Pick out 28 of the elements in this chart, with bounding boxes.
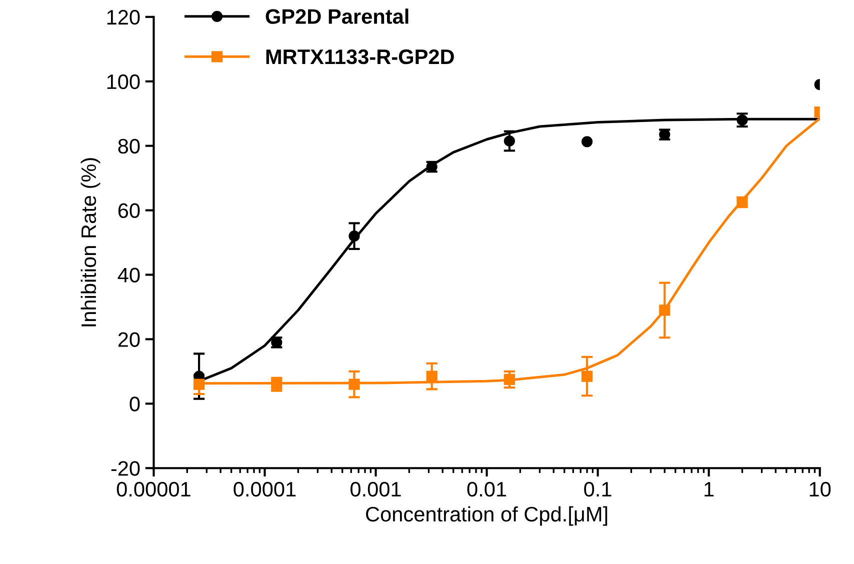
legend-label: MRTX1133-R-GP2D: [266, 49, 454, 64]
y-axis-title: Inhibition Rate (%): [80, 158, 100, 326]
x-tick-label: 0.1: [584, 482, 612, 497]
point: [581, 370, 593, 382]
point: [348, 230, 360, 242]
x-tick-label: 10: [810, 482, 831, 497]
y-tick-label: 20: [118, 332, 140, 347]
point: [348, 378, 360, 390]
point: [193, 378, 205, 390]
point: [659, 304, 670, 316]
point: [581, 136, 593, 148]
x-tick-label: 0.001: [350, 482, 401, 497]
y-tick-label: 120: [107, 10, 140, 25]
point: [504, 135, 515, 147]
y-tick-label: 100: [107, 74, 140, 90]
legend-label: GP2D Parental: [266, 8, 408, 24]
y-tick-label: 80: [118, 138, 140, 154]
x-tick-label: 0.01: [467, 482, 506, 497]
x-tick-label: 0.0001: [234, 482, 296, 497]
x-tick-label: 0.00001: [116, 482, 190, 497]
y-tick-label: 40: [118, 268, 140, 283]
x-tick-label: 1: [704, 482, 714, 496]
y-tick-label: 60: [118, 203, 140, 218]
point: [504, 374, 515, 386]
x-axis-title: Concentration of Cpd.[μM]: [366, 506, 608, 526]
y-tick-label: 0: [130, 396, 140, 412]
point: [426, 370, 438, 382]
y-tick-label: -20: [111, 461, 140, 476]
